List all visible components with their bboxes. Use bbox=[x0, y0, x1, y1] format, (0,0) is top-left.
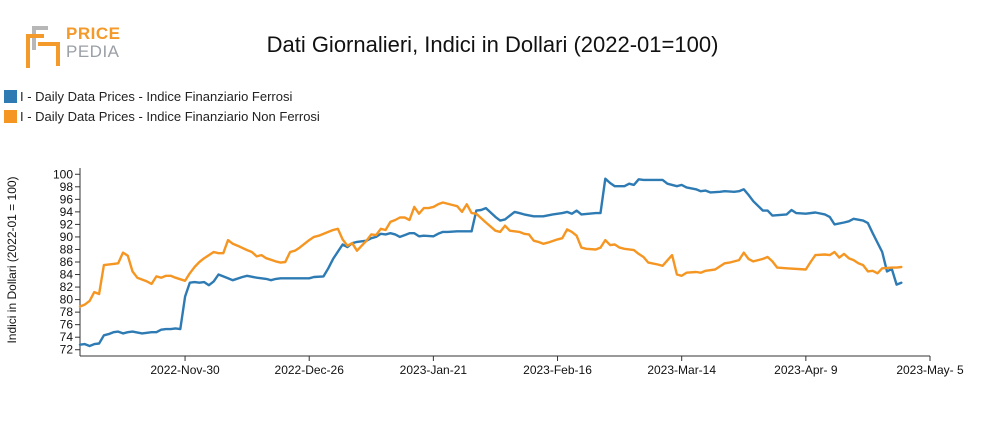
y-tick-label: 96 bbox=[60, 192, 74, 206]
y-tick-label: 98 bbox=[60, 180, 74, 194]
legend-label-ferrosi: I - Daily Data Prices - Indice Finanziar… bbox=[20, 88, 293, 104]
chart-title: Dati Giornalieri, Indici in Dollari (202… bbox=[266, 32, 719, 57]
y-tick-label: 76 bbox=[60, 318, 74, 332]
logo-text-pedia: PEDIA bbox=[66, 42, 120, 61]
y-tick-label: 100 bbox=[53, 167, 73, 181]
y-tick-label: 78 bbox=[60, 305, 74, 319]
y-tick-label: 92 bbox=[60, 217, 74, 231]
legend-swatch-ferrosi bbox=[4, 89, 17, 103]
x-tick-label: 2023-Apr- 9 bbox=[774, 363, 838, 377]
y-tick-label: 88 bbox=[60, 242, 74, 256]
x-tick-label: 2023-Jan-21 bbox=[400, 363, 468, 377]
legend-swatch-non-ferrosi bbox=[4, 109, 17, 123]
y-tick-label: 94 bbox=[60, 205, 74, 219]
x-tick-label: 2023-Mar-14 bbox=[647, 363, 716, 377]
series-line-non-ferrosi bbox=[78, 201, 903, 308]
series-line-ferrosi bbox=[78, 177, 903, 348]
pricepedia-logo: PRICE PEDIA bbox=[20, 22, 130, 74]
x-tick-label: 2023-Feb-16 bbox=[523, 363, 592, 377]
legend-item-ferrosi[interactable]: I - Daily Data Prices - Indice Finanziar… bbox=[4, 86, 320, 106]
y-tick-label: 72 bbox=[60, 343, 74, 357]
y-tick-label: 84 bbox=[60, 268, 74, 282]
y-tick-label: 90 bbox=[60, 230, 74, 244]
legend-label-non-ferrosi: I - Daily Data Prices - Indice Finanziar… bbox=[20, 108, 320, 124]
legend-item-non-ferrosi[interactable]: I - Daily Data Prices - Indice Finanziar… bbox=[4, 106, 320, 126]
y-tick-label: 86 bbox=[60, 255, 74, 269]
chart-series bbox=[78, 177, 903, 348]
chart-legend: I - Daily Data Prices - Indice Finanziar… bbox=[4, 86, 320, 126]
pricepedia-logo-mark bbox=[26, 26, 60, 68]
x-tick-label: 2022-Nov-30 bbox=[150, 363, 220, 377]
logo-text-price: PRICE bbox=[66, 24, 121, 43]
y-tick-label: 74 bbox=[60, 330, 74, 344]
y-tick-label: 82 bbox=[60, 280, 74, 294]
x-tick-label: 2023-May- 5 bbox=[896, 363, 964, 377]
y-axis-title: Indici in Dollari (2022-01 = 100) bbox=[5, 176, 19, 343]
y-tick-label: 80 bbox=[60, 293, 74, 307]
x-tick-label: 2022-Dec-26 bbox=[275, 363, 345, 377]
